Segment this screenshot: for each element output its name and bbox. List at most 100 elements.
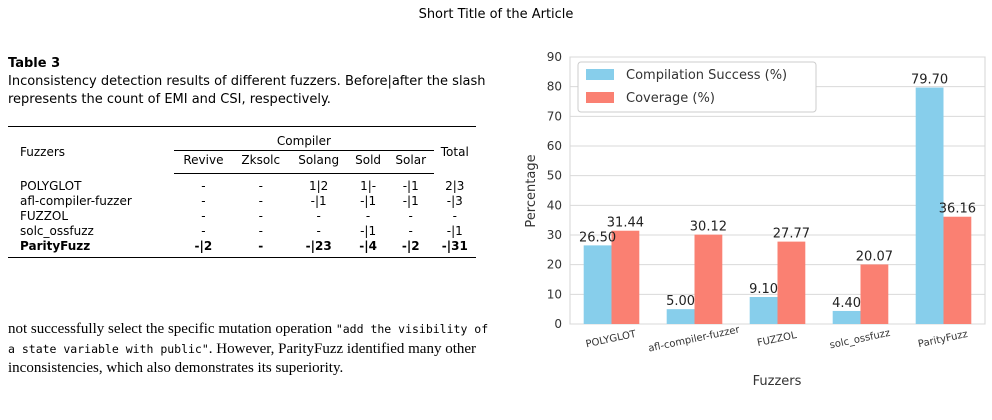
table-cell: - [201,209,206,223]
table-row: POLYGLOT - - 1|2 1|- -|1 2|3 [8,174,476,195]
col-header-solar: Solar [387,150,434,174]
bar-value-label: 27.77 [773,227,810,242]
table-cell: -|1 [402,179,419,193]
row-fuzzer-name: ParityFuzz [8,239,175,258]
bar-value-label: 30.12 [690,220,727,235]
table-row: afl-compiler-fuzzer - - -|1 -|1 -|1 -|3 [8,194,476,209]
table-cell: - [408,224,413,238]
bar-value-label: 5.00 [666,294,695,309]
col-header-sold: Sold [348,150,388,174]
y-tick-label: 90 [547,50,562,64]
col-header-total: Total [433,126,476,174]
table-cell: - [201,224,206,238]
legend-swatch-compilation [586,69,614,80]
bar-coverage [943,216,972,324]
legend-swatch-coverage [586,92,614,103]
x-tick-label: afl-compiler-fuzzer [647,324,741,354]
y-tick-label: 10 [547,287,562,301]
bar-compilation [832,310,861,324]
table-cell: -|3 [446,194,463,208]
table-cell: - [201,194,206,208]
table-cell: -|1 [402,194,419,208]
table-cell: -|1 [360,194,377,208]
bar-compilation [749,297,778,324]
legend-label-compilation: Compilation Success (%) [626,68,787,83]
bar-compilation [915,87,944,324]
table-cell: - [258,194,263,208]
body-text-end: . However, ParityFuzz identified many ot… [8,340,477,377]
inline-code: "add the visibility of a state variable … [8,322,489,356]
y-tick-label: 40 [547,198,562,212]
table-cell: - [201,179,206,193]
table-cell: -|1 [310,194,327,208]
col-header-fuzzers: Fuzzers [8,126,175,174]
y-tick-label: 80 [547,80,562,94]
table-cell: - [258,209,263,223]
x-axis-label: Fuzzers [753,374,802,389]
x-tick-label: ParityFuzz [917,329,969,350]
table-cell: - [365,209,371,223]
col-header-solang: Solang [289,150,349,174]
bar-value-label: 31.44 [607,216,644,231]
legend-label-coverage: Coverage (%) [626,91,715,106]
table-row: ParityFuzz -|2 - -|23 -|4 -|2 -|31 [8,239,476,258]
x-tick-label: solc_ossfuzz [829,328,891,352]
table-caption: Table 3 Inconsistency detection results … [8,55,488,109]
row-fuzzer-name: solc_ossfuzz [20,224,94,238]
table-cell: -|1 [360,224,377,238]
legend: Compilation Success (%) Coverage (%) [577,61,817,113]
body-text-start: not successfully select the specific mut… [8,321,336,337]
table-label: Table 3 [8,56,61,71]
legend-box [577,61,817,113]
col-header-revive: Revive [174,150,233,174]
table-cell: - [258,179,263,193]
y-tick-label: 30 [547,228,562,242]
bar-value-label: 20.07 [856,249,893,264]
table-cell: - [232,239,289,258]
y-tick-label: 0 [554,317,562,331]
y-tick-label: 20 [547,258,562,272]
col-header-zksolc: Zksolc [232,150,289,174]
bar-value-label: 4.40 [832,296,861,311]
table-cell: 1|- [360,179,377,193]
table-cell: -|4 [348,239,388,258]
bar-coverage [694,234,723,324]
y-tick-label: 60 [547,139,562,153]
bar-value-label: 9.10 [749,282,778,297]
x-tick-label: FUZZOL [756,330,798,349]
table-cell: -|23 [289,239,349,258]
bar-coverage [860,264,889,324]
results-table: Fuzzers Compiler Total Revive Zksolc Sol… [8,126,476,258]
col-header-compiler: Compiler [174,126,434,151]
bar-coverage [777,241,806,324]
bar-value-label: 79.70 [911,73,948,88]
row-fuzzer-name: POLYGLOT [20,178,82,193]
row-fuzzer-name: afl-compiler-fuzzer [20,194,132,208]
x-tick-label: POLYGLOT [585,329,638,351]
table-cell: - [452,209,457,223]
running-header: Short Title of the Article [418,7,574,22]
bar-compilation [583,245,612,324]
table-cell: - [316,224,321,238]
y-axis-label: Percentage [524,154,539,227]
table-row: FUZZOL - - - - - - [8,209,476,224]
table-cell: - [258,224,263,238]
bar-coverage [611,230,640,324]
body-paragraph: not successfully select the specific mut… [8,320,492,379]
table-cell: - [316,209,321,223]
table-cell: -|31 [433,239,476,258]
bar-value-label: 26.50 [579,230,616,245]
bar-compilation [666,309,695,324]
bar-value-label: 36.16 [939,202,976,217]
table-cell: 1|2 [309,179,329,193]
table-cell: - [408,209,413,223]
y-tick-label: 70 [547,109,562,123]
table-cell: -|2 [174,239,233,258]
table-cell: -|1 [446,224,463,238]
table-caption-text: Inconsistency detection results of diffe… [8,74,486,107]
table-cell: -|2 [387,239,434,258]
y-tick-label: 50 [547,169,562,183]
table-row: solc_ossfuzz - - - -|1 - -|1 [8,224,476,239]
table-cell: 2|3 [445,178,465,193]
